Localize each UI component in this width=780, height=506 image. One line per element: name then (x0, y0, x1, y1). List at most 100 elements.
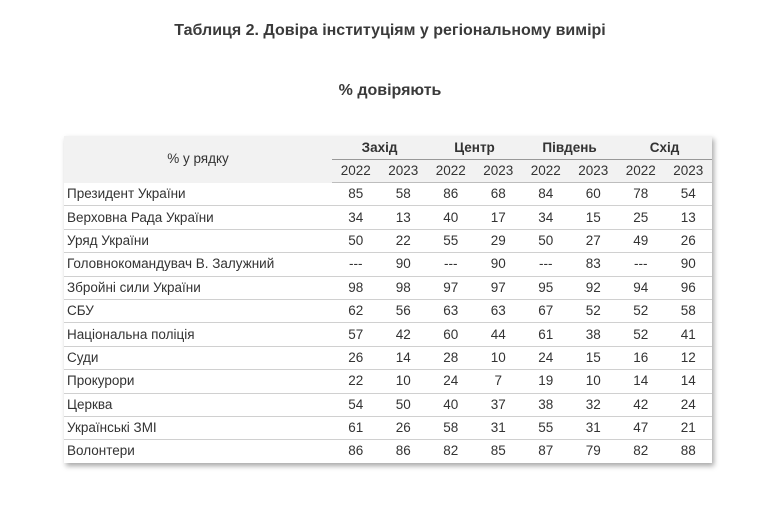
table-cell: 50 (332, 229, 380, 254)
table-cell: 22 (379, 229, 428, 254)
table-cell: 26 (664, 229, 713, 254)
table-cell: 10 (569, 369, 618, 394)
table-cell: 13 (664, 205, 713, 230)
table-row: Верховна Рада України 34 13 40 17 34 15 25 13 (64, 205, 713, 230)
table-cell: 85 (490, 443, 506, 459)
table-cell: 24 (664, 393, 713, 417)
region-header-south: Південь (522, 136, 618, 160)
table-cell: 63 (474, 299, 523, 324)
table-cell: 13 (379, 205, 428, 230)
table-cell: 32 (569, 393, 618, 417)
table-cell: 97 (427, 276, 475, 300)
row-label: Уряд України (64, 229, 332, 254)
table-cell: 14 (379, 346, 428, 371)
table-cell: 78 (617, 182, 665, 207)
table-cell: 90 (474, 252, 523, 277)
table-cell: 15 (569, 346, 618, 371)
year-header: 2022 (522, 159, 570, 183)
year-header: 2022 (617, 159, 665, 183)
table-cell: 98 (332, 276, 380, 300)
table-cell: 50 (379, 393, 428, 417)
table-cell: 40 (427, 205, 475, 230)
table-row: Національна поліція 57 42 60 44 61 38 52 41 (64, 322, 713, 347)
trust-table: % у рядку Захід Центр Південь Схід 2022 … (64, 136, 713, 463)
table-cell: 56 (379, 299, 428, 324)
row-label: Волонтери (67, 443, 135, 459)
table-cell: 97 (474, 276, 523, 300)
table-cell: 37 (474, 393, 523, 417)
table-cell: 84 (522, 182, 570, 207)
row-label: Головнокомандувач В. Залужний (64, 252, 332, 277)
region-header-west: Захід (332, 136, 428, 160)
row-label: Президент України (64, 182, 332, 207)
region-header-east: Схід (617, 136, 713, 160)
table-body: Президент України 85 58 86 68 84 60 78 54 Верховн… (64, 182, 713, 463)
year-header: 2023 (379, 159, 428, 183)
table-cell: --- (332, 252, 380, 277)
table-cell: 62 (332, 299, 380, 324)
table-cell: 67 (522, 299, 570, 324)
table-cell: 38 (569, 322, 618, 347)
table-cell: 94 (617, 276, 665, 300)
table-cell: 16 (617, 346, 665, 371)
document-title: Таблиця 2. Довіра інституціям у регіонал… (174, 22, 606, 39)
table-cell: 85 (332, 182, 380, 207)
table-cell: 54 (332, 393, 380, 417)
table-header-row-regions: % у рядку Захід Центр Південь Схід (64, 136, 713, 183)
table-cell: 7 (474, 369, 523, 394)
table-row: Церква 54 50 40 37 38 32 42 24 (64, 393, 713, 417)
table-cell: 28 (427, 346, 475, 371)
table-cell: 25 (617, 205, 665, 230)
table-cell: 92 (569, 276, 618, 300)
table-cell: --- (617, 252, 665, 277)
table-cell: 14 (617, 369, 665, 394)
table-cell: 31 (474, 416, 523, 441)
table-cell: 42 (379, 322, 428, 347)
table-cell: 42 (617, 393, 665, 417)
year-header: 2023 (474, 159, 523, 183)
table-cell: 83 (569, 252, 618, 277)
table-cell: 79 (585, 443, 601, 459)
table-cell: 55 (522, 416, 570, 441)
row-label: Суди (64, 346, 332, 371)
year-header: 2022 (332, 159, 380, 183)
table-cell: 68 (474, 182, 523, 207)
row-label: Українські ЗМІ (64, 416, 332, 441)
table-cell: 55 (427, 229, 475, 254)
year-header: 2023 (569, 159, 618, 183)
table-row: Українські ЗМІ 61 26 58 31 55 31 47 21 (64, 416, 713, 441)
row-label: Церква (64, 393, 332, 417)
table-cell: 82 (633, 443, 649, 459)
table-cell: 34 (332, 205, 380, 230)
row-header-label: % у рядку (64, 136, 332, 183)
table-cell: 17 (474, 205, 523, 230)
table-cell: 90 (664, 252, 713, 277)
row-label: Збройні сили України (64, 276, 332, 300)
table-row: Прокурори 22 10 24 7 19 10 14 14 (64, 369, 713, 394)
table-cell: 60 (427, 322, 475, 347)
table-cell: 63 (427, 299, 475, 324)
table-cell: 86 (348, 443, 364, 459)
table-cell: 82 (443, 443, 459, 459)
table-cell: 54 (664, 182, 713, 207)
table-cell: 31 (569, 416, 618, 441)
table-cell: 98 (379, 276, 428, 300)
table-cell: 26 (379, 416, 428, 441)
table-cell: 47 (617, 416, 665, 441)
table-cell: 95 (522, 276, 570, 300)
table-cell: 86 (427, 182, 475, 207)
table-cell: 87 (538, 443, 554, 459)
row-label: Національна поліція (64, 322, 332, 347)
table-cell: 12 (664, 346, 713, 371)
table-cell: --- (522, 252, 570, 277)
table-cell: 10 (474, 346, 523, 371)
table-row: Волонтери 86 86 82 85 87 79 82 88 (64, 440, 712, 463)
row-label: Верховна Рада України (64, 205, 332, 230)
table-cell: 52 (617, 322, 665, 347)
trust-table-container: % у рядку Захід Центр Південь Схід 2022 … (64, 136, 713, 463)
table-cell: 34 (522, 205, 570, 230)
table-row: Уряд України 50 22 55 29 50 27 49 26 (64, 229, 713, 254)
table-cell: 41 (664, 322, 713, 347)
table-row: Суди 26 14 28 10 24 15 16 12 (64, 346, 713, 371)
table-cell: --- (427, 252, 475, 277)
